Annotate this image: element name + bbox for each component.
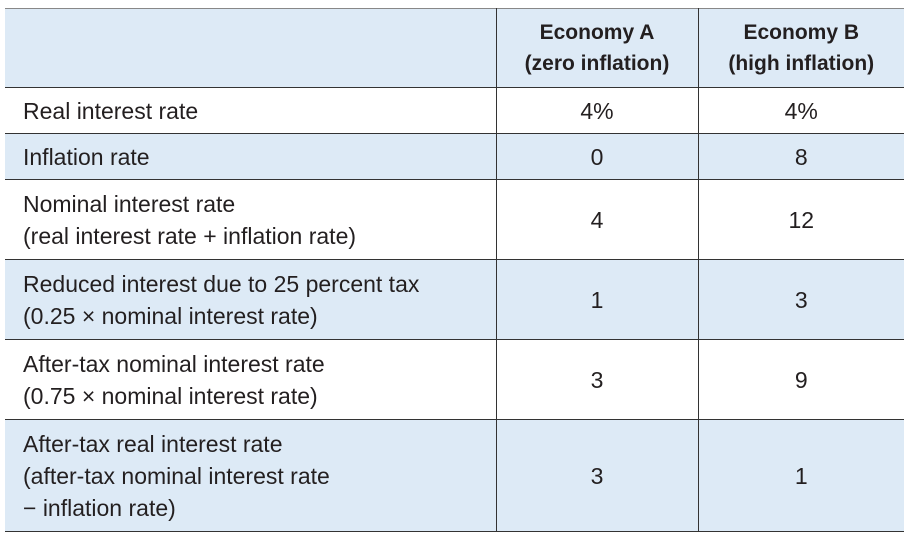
header-economy-b-subtitle: (high inflation) bbox=[728, 52, 875, 75]
row-label: Real interest rate bbox=[5, 87, 496, 134]
economy-a-value: 1 bbox=[495, 259, 698, 340]
row-label-line: (0.75 × nominal interest rate) bbox=[23, 382, 318, 409]
economy-a-value: 3 bbox=[495, 339, 698, 420]
header-economy-b-title: Economy B bbox=[743, 21, 860, 44]
row-label-line: − inflation rate) bbox=[23, 494, 176, 521]
row-label: After-tax real interest rate (after-tax … bbox=[5, 419, 496, 532]
row-label: After-tax nominal interest rate (0.75 × … bbox=[5, 339, 496, 420]
table-header-row: Economy A (zero inflation) Economy B (hi… bbox=[5, 8, 904, 88]
economy-b-value: 1 bbox=[697, 419, 904, 532]
row-label-line: Real interest rate bbox=[23, 97, 199, 124]
row-label-line: (after-tax nominal interest rate bbox=[23, 462, 330, 489]
economy-b-value: 3 bbox=[697, 259, 904, 340]
row-label-line: After-tax real interest rate bbox=[23, 430, 283, 457]
row-label-line: Inflation rate bbox=[23, 143, 150, 170]
row-label: Reduced interest due to 25 percent tax (… bbox=[5, 259, 496, 340]
header-economy-a: Economy A (zero inflation) bbox=[495, 8, 698, 88]
economy-b-value: 9 bbox=[697, 339, 904, 420]
table-row: Nominal interest rate (real interest rat… bbox=[5, 179, 904, 260]
row-label: Inflation rate bbox=[5, 133, 496, 180]
economy-a-value: 3 bbox=[495, 419, 698, 532]
economy-a-value: 4% bbox=[495, 87, 698, 134]
table-row: Inflation rate 0 8 bbox=[5, 133, 904, 180]
header-economy-b: Economy B (high inflation) bbox=[697, 8, 904, 88]
table-row: Real interest rate 4% 4% bbox=[5, 87, 904, 134]
header-empty-cell bbox=[5, 8, 496, 88]
header-economy-a-subtitle: (zero inflation) bbox=[524, 52, 670, 75]
row-label-line: Reduced interest due to 25 percent tax bbox=[23, 270, 420, 297]
comparison-table-container: Economy A (zero inflation) Economy B (hi… bbox=[5, 8, 904, 532]
row-label-line: After-tax nominal interest rate bbox=[23, 350, 325, 377]
table-row: After-tax nominal interest rate (0.75 × … bbox=[5, 339, 904, 420]
row-label-line: (real interest rate + inflation rate) bbox=[23, 222, 357, 249]
table-row: After-tax real interest rate (after-tax … bbox=[5, 419, 904, 532]
header-economy-a-title: Economy A bbox=[539, 21, 655, 44]
economy-b-value: 12 bbox=[697, 179, 904, 260]
inflation-tax-comparison-table: Economy A (zero inflation) Economy B (hi… bbox=[5, 8, 904, 532]
table-row: Reduced interest due to 25 percent tax (… bbox=[5, 259, 904, 340]
row-label: Nominal interest rate (real interest rat… bbox=[5, 179, 496, 260]
row-label-line: Nominal interest rate bbox=[23, 190, 236, 217]
economy-b-value: 4% bbox=[697, 87, 904, 134]
economy-a-value: 4 bbox=[495, 179, 698, 260]
row-label-line: (0.25 × nominal interest rate) bbox=[23, 302, 318, 329]
economy-a-value: 0 bbox=[495, 133, 698, 180]
economy-b-value: 8 bbox=[697, 133, 904, 180]
